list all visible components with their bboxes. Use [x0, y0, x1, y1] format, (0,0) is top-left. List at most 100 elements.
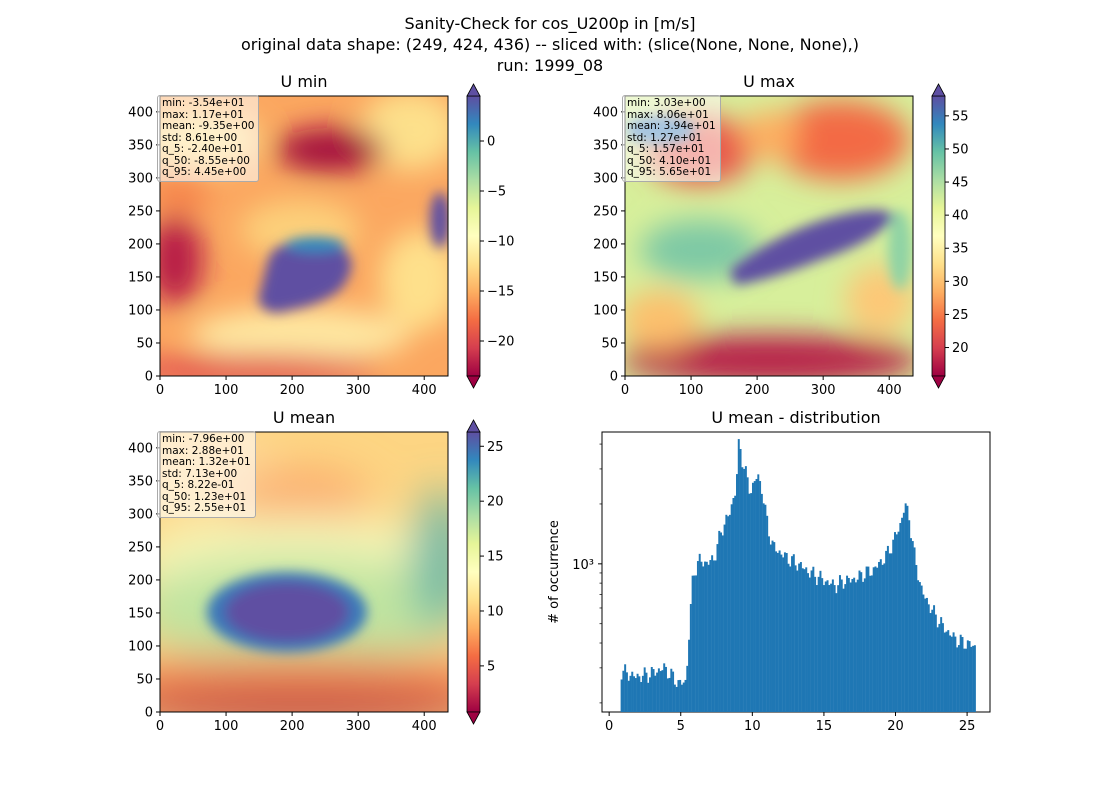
histogram-bar: [933, 605, 936, 712]
stats-line: std: 7.13e+00: [162, 467, 238, 480]
y-tick-label: 100: [128, 639, 153, 654]
histogram-bar: [634, 678, 637, 712]
histogram-bar: [865, 566, 868, 712]
histogram-bar: [949, 635, 952, 712]
colorbar-tick-label: −20: [487, 335, 514, 350]
histogram-bar: [897, 531, 900, 712]
histogram-bar: [705, 561, 708, 712]
histogram-bar: [920, 585, 923, 712]
histogram-bar: [691, 575, 694, 712]
y-tick-label: 150: [593, 270, 618, 285]
y-tick-label: 250: [128, 204, 153, 219]
histogram-bar: [808, 577, 811, 712]
histogram-bar: [782, 557, 785, 712]
figure-title-line-1: Sanity-Check for cos_U200p in [m/s]: [404, 14, 696, 33]
histogram-bar: [675, 686, 678, 712]
histogram-bar: [721, 535, 724, 712]
x-tick-label: 300: [346, 719, 371, 734]
histogram-bar: [853, 577, 856, 712]
histogram-bar: [913, 547, 916, 712]
histogram-bar: [940, 617, 943, 712]
stats-box-u-max: min: 3.03e+00 max: 8.06e+01 mean: 3.94e+01…: [622, 95, 721, 182]
histogram-bar: [838, 575, 841, 712]
histogram-bar: [764, 504, 767, 712]
histogram-bar: [815, 585, 818, 712]
histogram-bar: [649, 677, 651, 712]
histogram-bar: [730, 504, 733, 712]
histogram-bar: [959, 634, 962, 712]
x-tick-label: 200: [280, 719, 305, 734]
colorbar-tick-label: −10: [487, 235, 514, 250]
histogram-bar: [881, 564, 884, 712]
histogram-bar: [927, 604, 930, 712]
histogram-bar: [640, 682, 643, 712]
panel-title-distribution: U mean - distribution: [711, 408, 881, 427]
histogram-bar: [698, 553, 701, 712]
y-tick-label: 0: [145, 370, 153, 385]
colorbar-extend-top: [466, 419, 481, 433]
histogram-bar: [894, 532, 896, 712]
histogram-bar: [714, 560, 717, 712]
histogram-bar: [883, 563, 886, 712]
stats-line: q_95: 4.45e+00: [162, 166, 247, 178]
stats-box-u-mean: min: -7.96e+00 max: 2.88e+01 mean: 1.32e+0…: [157, 431, 256, 518]
colorbar-tick-label: 10: [487, 604, 504, 619]
histogram-bar: [934, 614, 937, 712]
histogram-bar: [732, 498, 735, 712]
histogram-bar: [970, 646, 973, 712]
histogram-bar: [917, 580, 920, 712]
histogram-bar: [641, 675, 644, 712]
histogram-bar: [700, 561, 703, 712]
histogram-bar: [647, 682, 650, 712]
histogram-bar: [906, 505, 909, 712]
histogram-bar: [773, 542, 776, 712]
colorbar: [466, 431, 481, 713]
histogram-bar: [860, 572, 863, 712]
y-tick-label: 250: [593, 204, 618, 219]
stats-line: min: -7.96e+00: [162, 433, 245, 445]
x-tick-label: 0: [156, 383, 164, 398]
histogram-bar: [901, 517, 904, 712]
histogram-bar: [851, 578, 854, 712]
histogram-bar: [783, 552, 786, 712]
histogram-bar: [819, 570, 822, 712]
histogram-bar: [750, 493, 753, 712]
histogram-bar: [762, 503, 765, 712]
colorbar-tick-label: 20: [952, 341, 969, 356]
histogram-bar: [686, 665, 689, 712]
histogram-bar: [695, 575, 698, 712]
histogram-bar: [629, 675, 632, 712]
histogram-bar: [830, 583, 833, 712]
colorbar-extend-top: [466, 83, 481, 97]
histogram-bar: [972, 645, 975, 712]
colorbar-tick-label: 25: [487, 440, 504, 455]
histogram-bar: [812, 566, 815, 712]
x-tick-label: 25: [959, 719, 976, 734]
histogram-bar: [620, 679, 623, 712]
histogram-bar: [863, 578, 866, 712]
histogram-bar: [712, 560, 715, 712]
histogram-bar: [810, 570, 813, 712]
histogram-bar: [924, 598, 927, 712]
histogram-bar: [888, 553, 891, 712]
histogram-bar: [895, 534, 898, 712]
histogram-bar: [709, 560, 712, 712]
x-tick-label: 400: [412, 383, 437, 398]
colorbar-tick-label: 15: [487, 550, 504, 565]
histogram-bar: [943, 632, 946, 712]
histogram-bar: [656, 672, 659, 712]
histogram-bar: [799, 562, 802, 712]
histogram-bar: [890, 553, 893, 712]
x-tick-label: 15: [816, 719, 833, 734]
histogram-bar: [659, 671, 662, 712]
histogram-bar: [805, 567, 808, 712]
histogram-bar: [785, 553, 788, 712]
histogram-bar: [720, 532, 723, 712]
histogram-bar: [739, 448, 742, 712]
stats-line: q_5: 1.57e+01: [627, 143, 705, 155]
histogram-bar: [718, 530, 721, 712]
y-tick-label: 200: [128, 573, 153, 588]
histogram-bar: [668, 677, 671, 712]
histogram-bar: [870, 575, 873, 712]
y-tick-label: 50: [136, 336, 153, 351]
